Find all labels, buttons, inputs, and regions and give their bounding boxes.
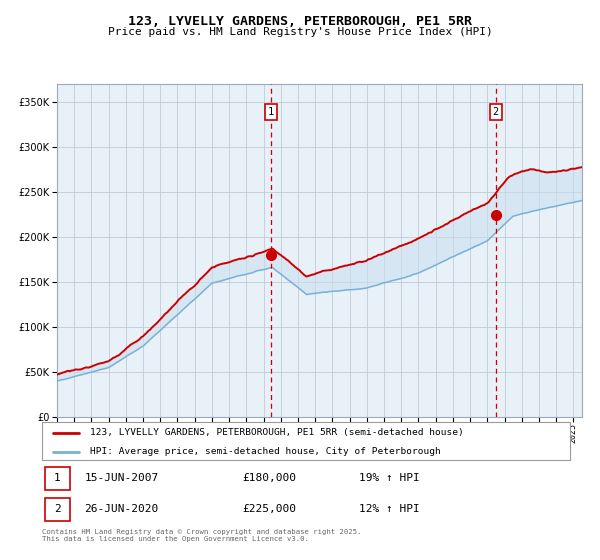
FancyBboxPatch shape: [44, 498, 70, 521]
Text: 19% ↑ HPI: 19% ↑ HPI: [359, 473, 419, 483]
Text: £225,000: £225,000: [242, 504, 296, 514]
Text: Price paid vs. HM Land Registry's House Price Index (HPI): Price paid vs. HM Land Registry's House …: [107, 27, 493, 37]
Text: 26-JUN-2020: 26-JUN-2020: [84, 504, 158, 514]
Text: 12% ↑ HPI: 12% ↑ HPI: [359, 504, 419, 514]
Text: 2: 2: [54, 504, 61, 514]
FancyBboxPatch shape: [42, 422, 570, 460]
Text: 123, LYVELLY GARDENS, PETERBOROUGH, PE1 5RR: 123, LYVELLY GARDENS, PETERBOROUGH, PE1 …: [128, 15, 472, 28]
Text: Contains HM Land Registry data © Crown copyright and database right 2025.
This d: Contains HM Land Registry data © Crown c…: [42, 529, 361, 542]
Text: 15-JUN-2007: 15-JUN-2007: [84, 473, 158, 483]
Text: 123, LYVELLY GARDENS, PETERBOROUGH, PE1 5RR (semi-detached house): 123, LYVELLY GARDENS, PETERBOROUGH, PE1 …: [89, 428, 463, 437]
FancyBboxPatch shape: [44, 467, 70, 490]
Text: 1: 1: [54, 473, 61, 483]
Text: 2: 2: [493, 108, 499, 118]
Text: HPI: Average price, semi-detached house, City of Peterborough: HPI: Average price, semi-detached house,…: [89, 447, 440, 456]
Text: 1: 1: [268, 108, 274, 118]
Text: £180,000: £180,000: [242, 473, 296, 483]
